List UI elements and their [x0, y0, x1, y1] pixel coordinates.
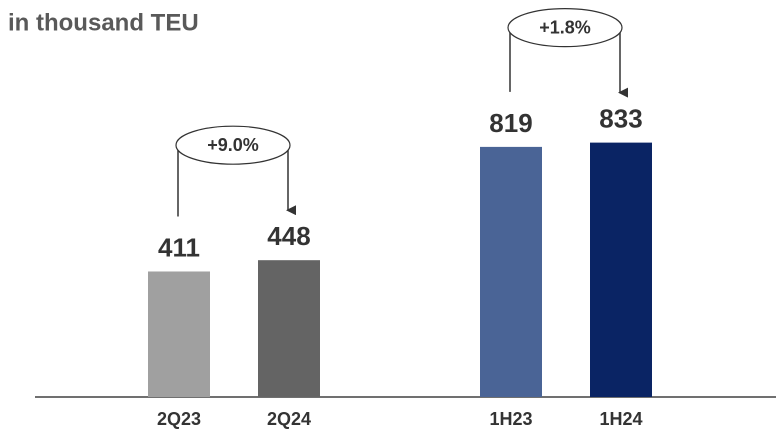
bar	[590, 142, 652, 397]
bar	[148, 271, 210, 397]
value-label: 833	[599, 103, 642, 133]
growth-bubble	[507, 8, 623, 48]
bar	[480, 146, 542, 397]
x-tick-label: 1H23	[489, 409, 532, 429]
value-label: 411	[158, 232, 200, 262]
x-tick-label: 2Q23	[157, 409, 201, 429]
growth-bubble	[175, 125, 291, 165]
x-tick-label: 2Q24	[267, 409, 311, 429]
value-label: 819	[489, 108, 532, 138]
x-tick-label: 1H24	[599, 409, 642, 429]
chart-subtitle: in thousand TEU	[8, 9, 199, 36]
growth-label: +1.8%	[539, 17, 591, 37]
growth-label: +9.0%	[207, 135, 259, 155]
value-label: 448	[267, 221, 310, 251]
bar	[258, 260, 320, 397]
